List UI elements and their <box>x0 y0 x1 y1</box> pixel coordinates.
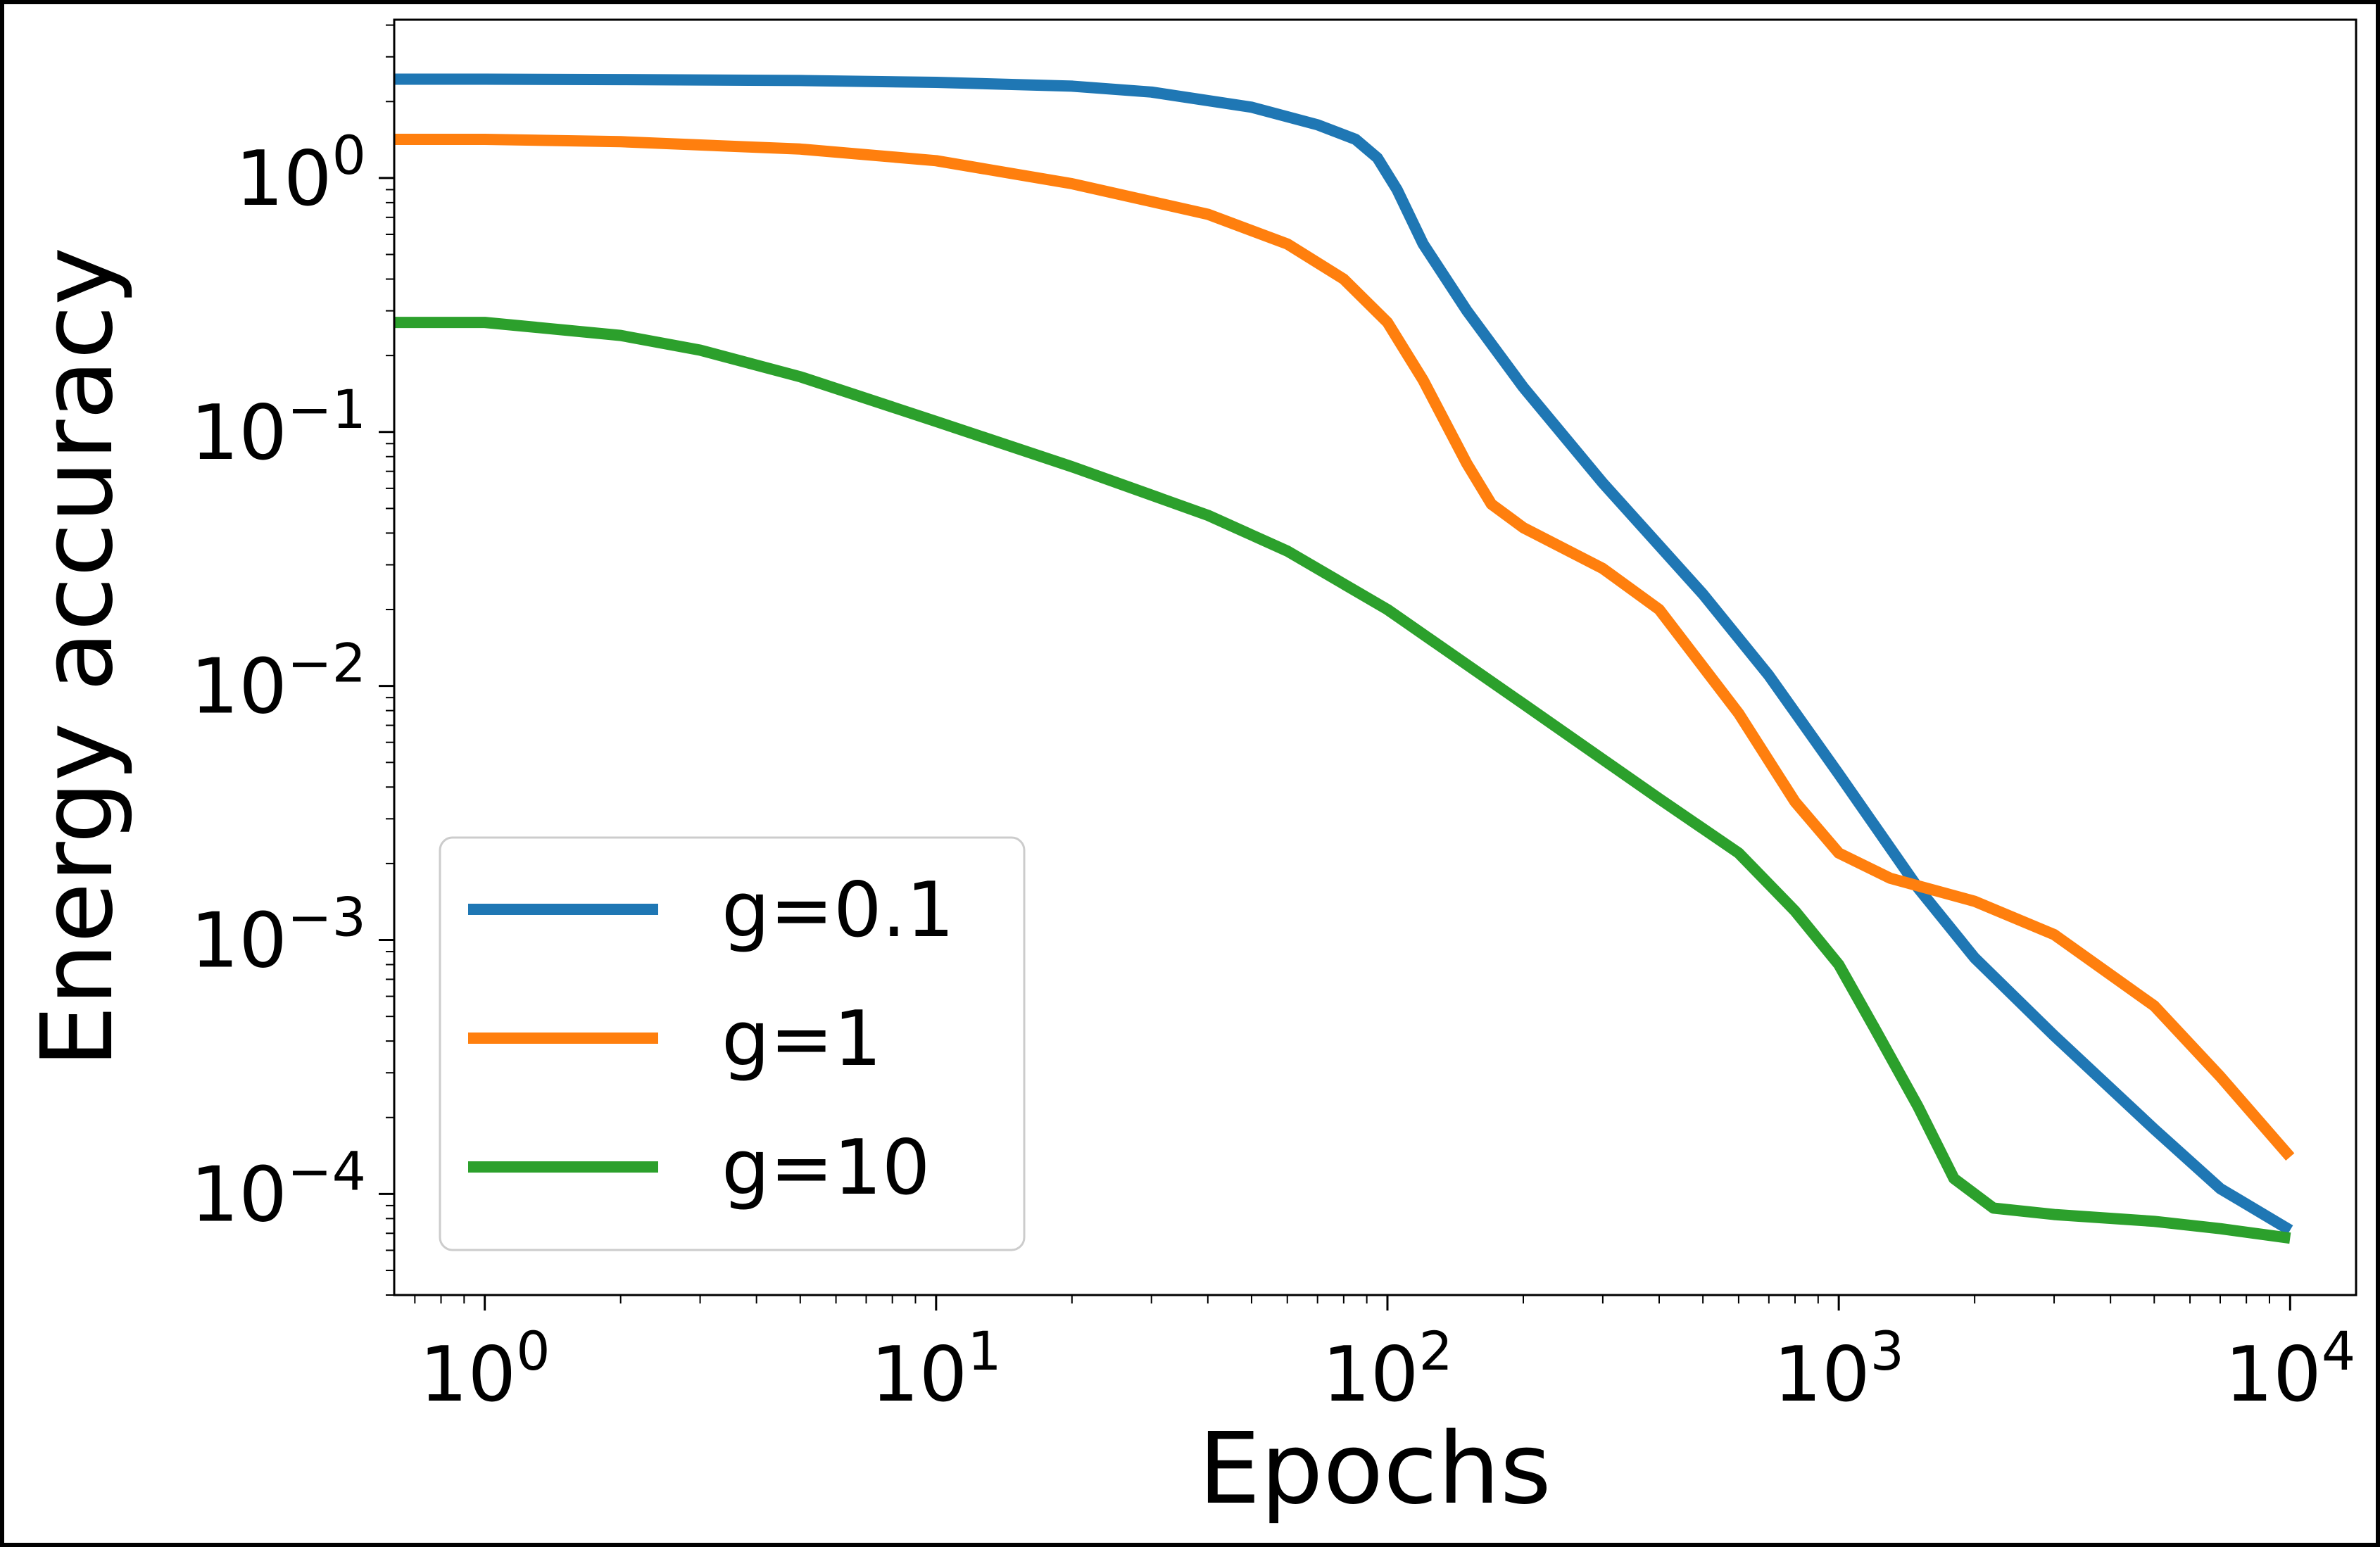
y-tick-label: 10−4 <box>191 1139 366 1239</box>
y-tick-label: 100 <box>235 124 366 223</box>
legend-label-3: g=10 <box>722 1124 930 1212</box>
plot-series <box>394 73 2295 1244</box>
plot-area-frame <box>393 18 2357 1296</box>
x-axis-title: Epochs <box>1198 1412 1551 1527</box>
y-tick-label: 10−1 <box>191 378 366 477</box>
series-line-1 <box>394 73 2293 1235</box>
x-tick-label: 101 <box>871 1320 1002 1419</box>
x-tick-label: 100 <box>420 1320 550 1419</box>
y-axis: 100 10−1 10−2 10−3 10−4 <box>191 124 394 1239</box>
legend-label-2: g=1 <box>722 995 882 1083</box>
x-axis: 100 101 102 103 104 <box>420 1295 2355 1419</box>
legend-box <box>439 836 1026 1251</box>
series-line-2 <box>394 134 2295 1161</box>
legend-entries: g=0.1 g=1 g=10 <box>468 866 955 1212</box>
series-line-3 <box>394 317 2291 1244</box>
legend-label-1: g=0.1 <box>722 866 955 954</box>
minor-ticks <box>386 24 2270 1303</box>
y-tick-label: 10−3 <box>191 886 366 985</box>
y-tick-label: 10−2 <box>191 632 366 731</box>
x-tick-label: 102 <box>1322 1320 1453 1419</box>
legend: g=0.1 g=1 g=10 <box>439 836 1026 1251</box>
y-axis-title: Energy accuracy <box>20 247 135 1068</box>
x-tick-label: 104 <box>2224 1320 2355 1419</box>
x-tick-label: 103 <box>1773 1320 1904 1419</box>
